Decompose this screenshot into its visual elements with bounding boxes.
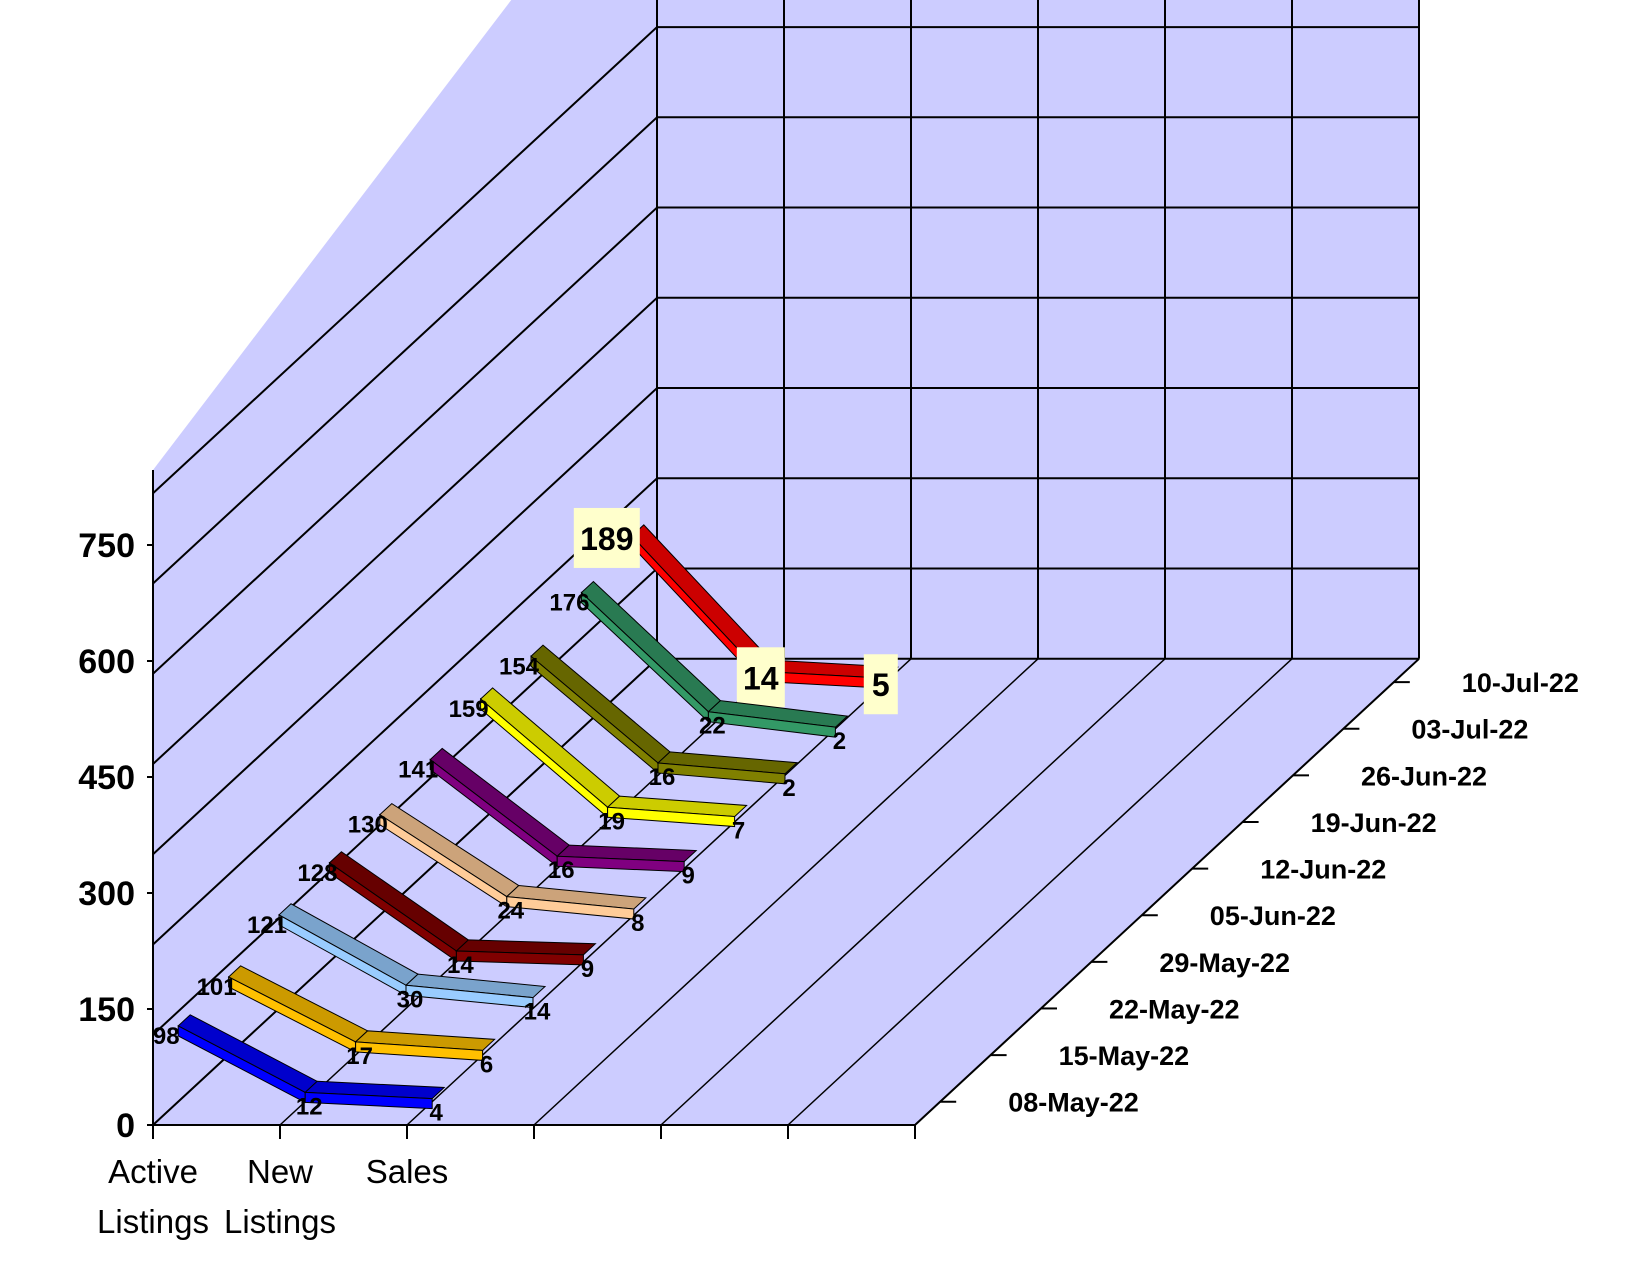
series-ribbon: 154 16 2: [499, 644, 799, 802]
data-label: 16: [548, 857, 575, 884]
data-label: 154: [499, 653, 540, 680]
data-label-box: [863, 654, 898, 715]
floor-gridline: [787, 658, 1293, 1126]
left-wall-gridline: [152, 567, 658, 1036]
floor-gridline: [660, 658, 1166, 1126]
depth-axis-label: 08-May-22: [1008, 1088, 1139, 1118]
data-label: 128: [297, 860, 337, 887]
left-wall-gridline: [152, 26, 658, 494]
series-segment-face: [355, 1041, 484, 1061]
data-label: 2: [782, 775, 795, 802]
series-ribbon: 128 14 9: [297, 851, 597, 983]
x-category-label-line1: Active: [108, 1153, 198, 1190]
data-label: 22: [699, 713, 726, 740]
series-segment-face: [506, 896, 635, 920]
data-label: 101: [197, 974, 237, 1001]
x-category-label-line2: Listings: [97, 1203, 209, 1240]
depth-axis-label: 29-May-22: [1159, 948, 1290, 978]
data-label: 24: [497, 898, 524, 925]
data-label: 6: [480, 1051, 493, 1078]
data-label: 141: [398, 757, 438, 784]
data-label: 30: [397, 986, 424, 1013]
series-segment-face: [607, 806, 736, 828]
data-label: 130: [348, 812, 388, 839]
data-label: 121: [247, 912, 287, 939]
data-label: 16: [649, 764, 676, 791]
depth-axis-label: 26-Jun-22: [1361, 761, 1487, 791]
data-label: 176: [549, 590, 589, 617]
data-label-box: [573, 507, 640, 568]
depth-axis-label: 19-Jun-22: [1311, 808, 1437, 838]
data-label: 159: [449, 696, 489, 723]
series-segment-face: [657, 762, 786, 785]
left-wall-gridline: [152, 387, 658, 855]
data-label: 9: [682, 863, 695, 890]
chart-left-wall: [153, 0, 657, 1125]
depth-axis-label: 22-May-22: [1109, 994, 1240, 1024]
left-wall-gridline: [152, 206, 658, 675]
depth-axis-label: 10-Jul-22: [1462, 668, 1579, 698]
chart-axes: 0 150 300 450 600 750 Active Listings New Listing…: [78, 527, 1579, 1240]
depth-axis-line: [914, 658, 1420, 1126]
data-label: 14: [524, 999, 551, 1026]
y-tick-label: 0: [116, 1107, 135, 1145]
y-tick-label: 750: [78, 527, 135, 565]
data-label: 98: [153, 1023, 180, 1050]
y-tick-label: 150: [78, 991, 135, 1029]
y-tick-label: 300: [78, 875, 135, 913]
floor-gridline: [533, 658, 1039, 1126]
data-label: 14: [447, 952, 474, 979]
series-ribbon: 159 19 7: [449, 687, 748, 845]
data-label: 2: [833, 728, 846, 755]
x-category-label-line1: Sales: [366, 1153, 449, 1190]
left-wall-gridline: [152, 477, 658, 946]
x-category-label-line1: New: [247, 1153, 313, 1190]
data-label: 12: [296, 1093, 323, 1120]
y-tick-label: 450: [78, 759, 135, 797]
depth-axis-label: 15-May-22: [1059, 1041, 1190, 1071]
series-ribbon: 141 16 9: [398, 747, 698, 890]
series-ribbon: 121 30 14: [247, 903, 551, 1026]
series-ribbon: 101 17 6: [197, 965, 496, 1078]
data-label: 189: [580, 521, 633, 557]
left-wall-gridline: [152, 116, 658, 585]
data-label: 17: [346, 1043, 373, 1070]
depth-axis-label: 03-Jul-22: [1411, 715, 1528, 745]
series-ribbon: 98 12 4: [153, 1014, 446, 1127]
depth-axis-label: 12-Jun-22: [1260, 855, 1386, 885]
series-ribbon: 189 14 5: [573, 507, 900, 715]
data-label: 5: [872, 667, 890, 703]
series-segment-face: [455, 950, 584, 966]
data-label-box: [736, 647, 785, 708]
x-category-label-line2: Listings: [224, 1203, 336, 1240]
y-tick-label: 600: [78, 643, 135, 681]
series-segment-face: [707, 711, 836, 738]
series-segment-face: [405, 984, 534, 1009]
series-segment-face: [556, 855, 685, 873]
data-label: 9: [581, 956, 594, 983]
series-ribbon: 130 24 8: [348, 802, 647, 937]
depth-axis-label: 05-Jun-22: [1210, 901, 1336, 931]
left-wall-gridline: [152, 297, 658, 765]
series-segment-face: [304, 1091, 433, 1110]
data-label: 7: [732, 818, 745, 845]
data-label: 14: [743, 660, 779, 696]
data-label: 4: [430, 1100, 444, 1127]
data-label: 8: [631, 910, 644, 937]
data-label: 19: [598, 808, 625, 835]
